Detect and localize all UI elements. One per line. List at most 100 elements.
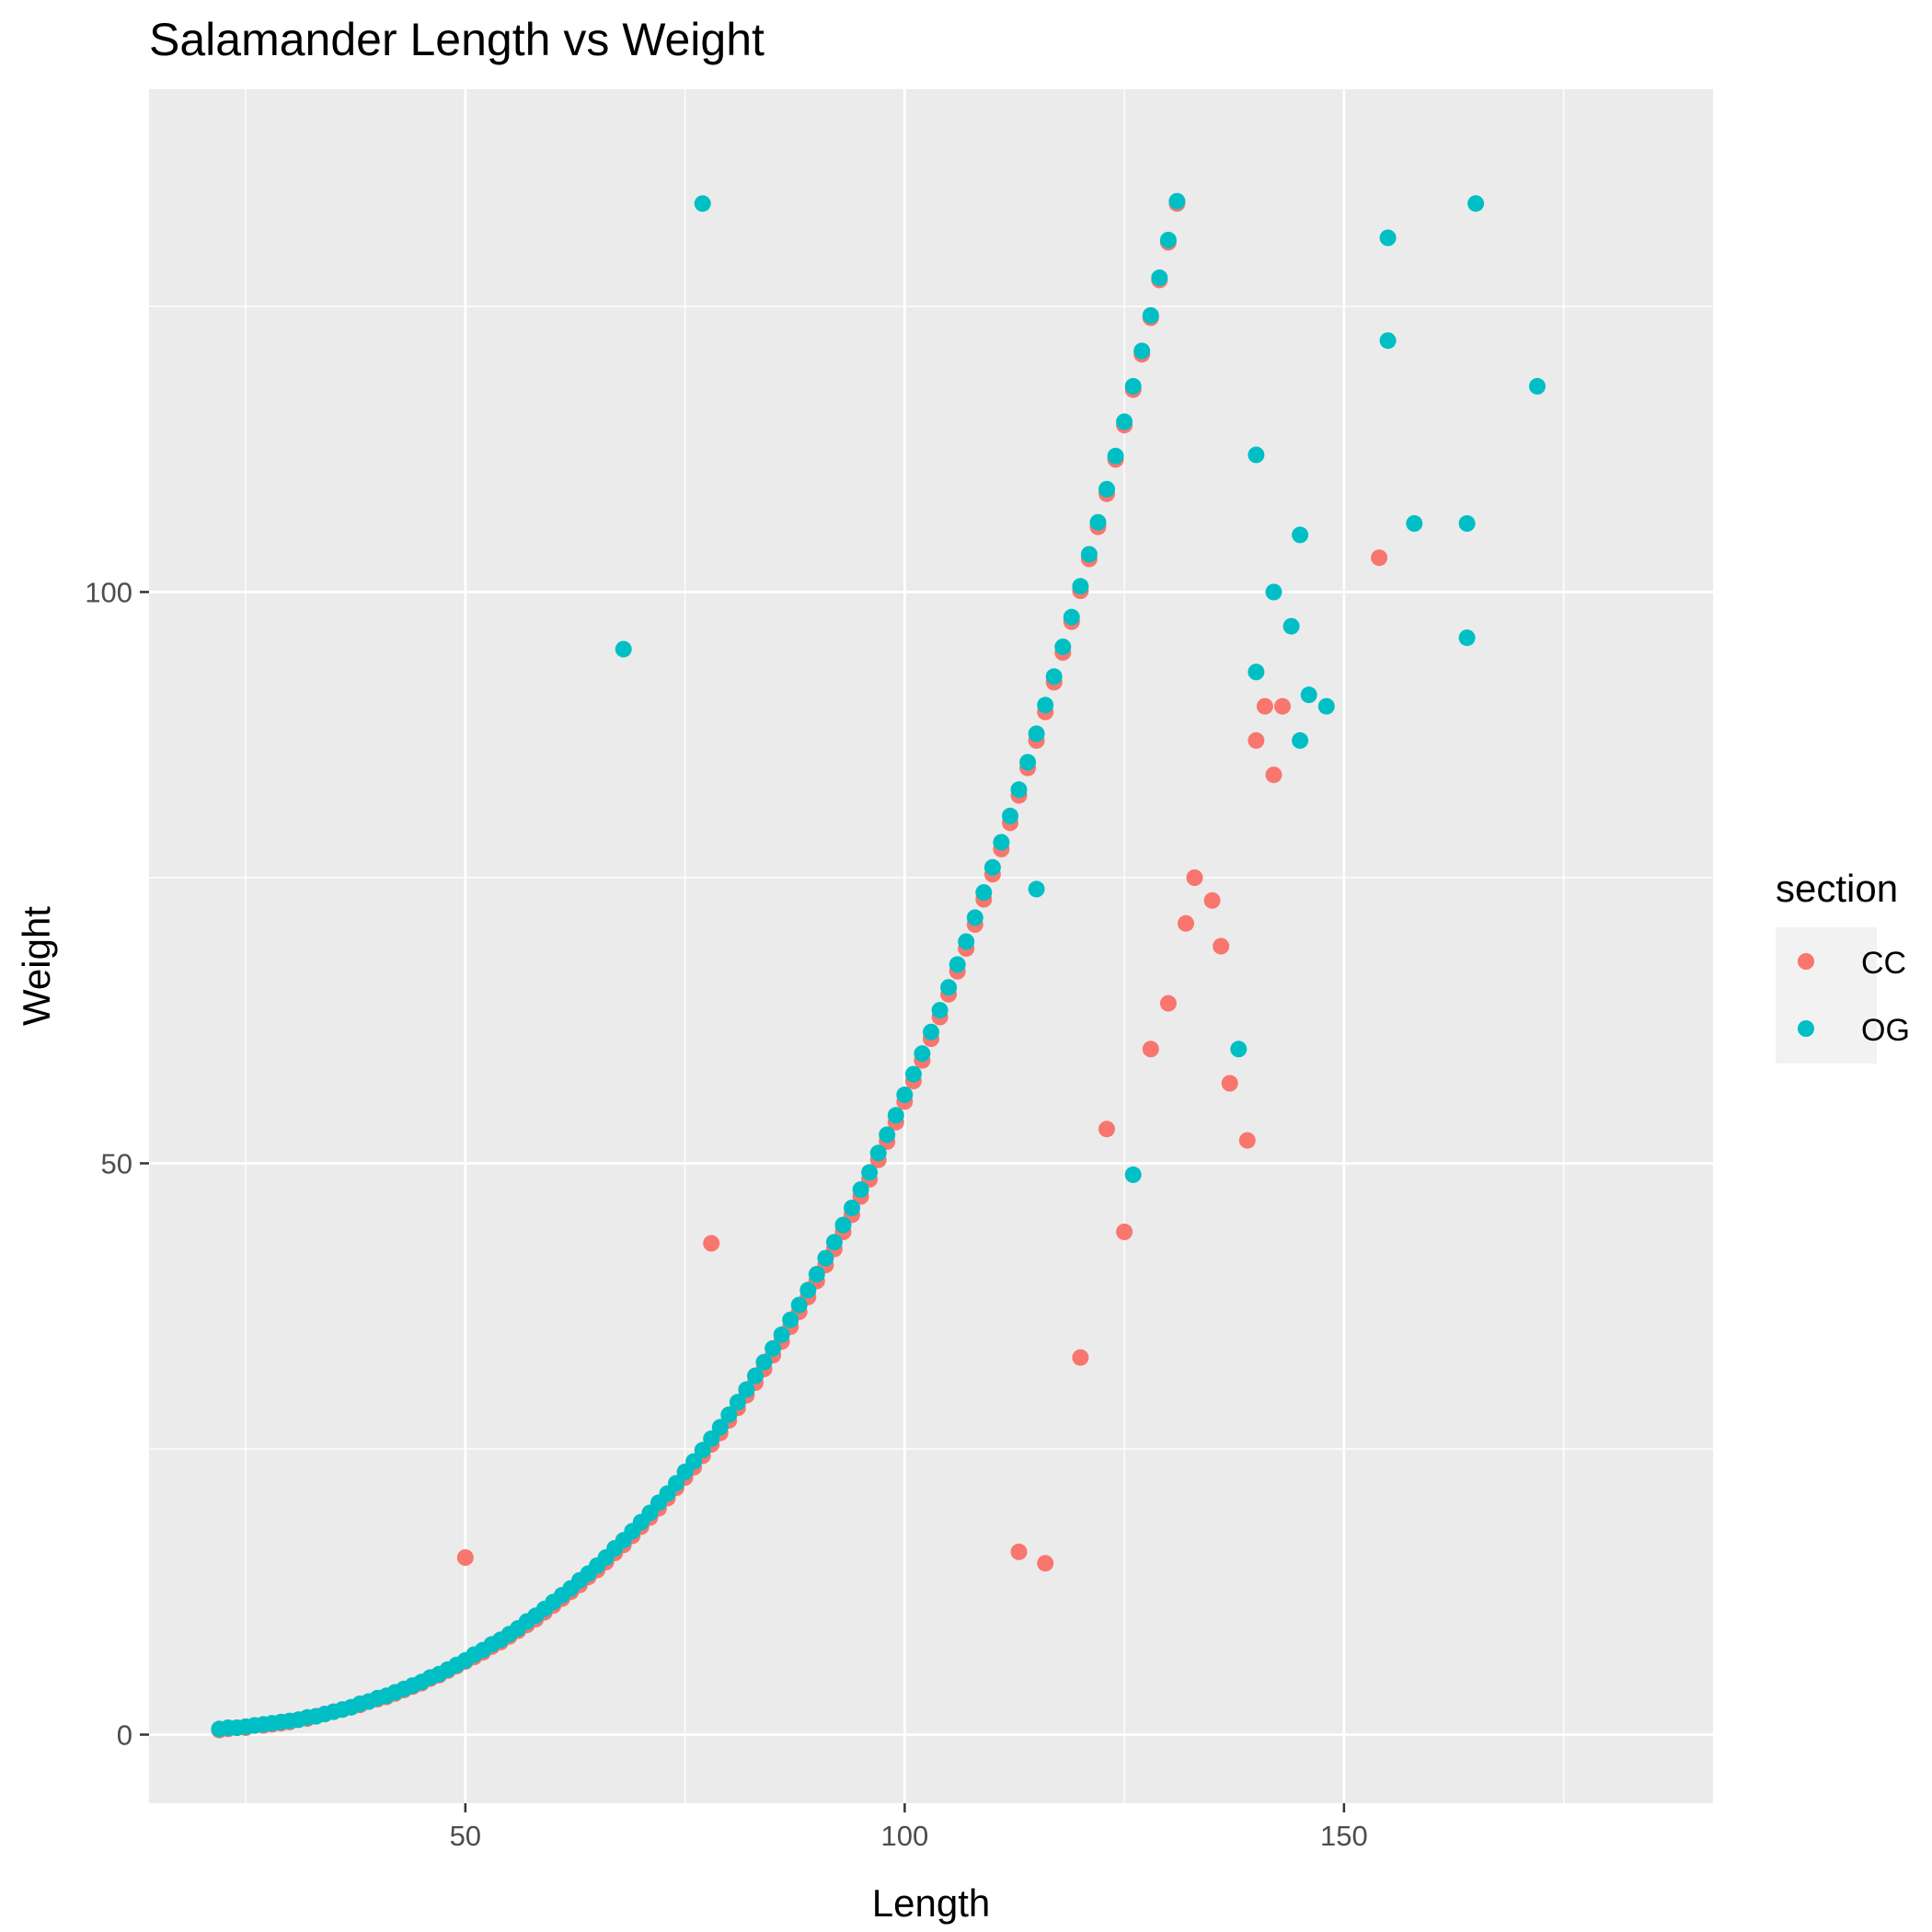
data-point-og [1151,269,1168,286]
data-point-og [1529,377,1546,395]
data-point-og [790,1296,808,1314]
data-point-og [738,1381,755,1398]
data-point-og [825,1234,843,1251]
data-point-og [834,1216,852,1234]
data-point-og [729,1394,746,1411]
y-tick-label: 100 [85,576,132,608]
data-point-og [879,1126,896,1144]
legend-label-cc: CC [1861,946,1906,981]
data-point-cc [1159,995,1177,1012]
data-points [211,192,1546,1739]
data-point-og [993,834,1010,851]
x-tick-label: 150 [1320,1820,1368,1852]
data-point-og [1379,229,1397,247]
data-point-og [694,1442,711,1459]
chart-title: Salamander Length vs Weight [149,14,765,65]
plot-panel [149,89,1713,1803]
data-point-cc [1371,549,1388,567]
data-point-cc [1203,891,1221,909]
data-point-og [975,884,993,902]
data-point-og [1406,515,1423,532]
data-point-og [1248,446,1265,464]
legend-key-og [1798,1020,1814,1037]
legend: section CC OG [1776,867,1910,1064]
data-point-og [1089,513,1107,531]
data-point-cc [1037,1555,1054,1572]
data-point-og [1124,377,1142,395]
data-point-og [1168,192,1186,210]
data-point-og [949,956,966,973]
data-point-og [1080,546,1098,563]
data-point-og [923,1023,939,1041]
legend-label-og: OG [1861,1013,1910,1048]
data-point-og [1379,332,1397,350]
data-point-og [914,1045,931,1063]
data-point-og [1002,807,1018,824]
data-point-og [782,1311,799,1328]
data-point-og [711,1419,729,1436]
data-point-og [844,1199,860,1216]
data-point-og [1019,753,1037,771]
x-axis: 50 100 150 [450,1803,1368,1852]
data-point-og [869,1144,887,1162]
data-point-og [1467,195,1485,213]
data-point-og [1124,1166,1142,1183]
data-point-og [773,1326,790,1343]
y-axis-title: Weight [15,906,58,1026]
data-point-cc [703,1235,720,1252]
data-point-og [1142,306,1159,324]
legend-key-cc [1798,953,1814,970]
x-tick-label: 50 [450,1820,481,1852]
data-point-og [1116,413,1133,431]
data-point-og [765,1340,782,1357]
data-point-cc [1186,869,1203,886]
data-point-cc [456,1549,474,1566]
data-point-og [1248,663,1265,681]
y-axis: 0 50 100 [85,576,149,1751]
data-point-og [755,1353,773,1371]
data-point-og [931,1002,949,1019]
data-point-cc [1256,697,1273,715]
data-point-og [940,979,958,996]
data-point-cc [1274,697,1291,715]
data-point-cc [1010,1543,1028,1560]
y-tick-label: 0 [117,1719,132,1751]
data-point-og [1230,1041,1248,1058]
data-point-og [1265,583,1282,601]
x-tick-label: 100 [880,1820,928,1852]
data-point-og [668,1475,684,1492]
data-point-og [1133,342,1151,360]
data-point-og [1292,526,1309,544]
data-point-og [1458,629,1476,647]
data-point-og [896,1087,914,1103]
data-point-og [799,1282,817,1299]
data-point-og [1159,231,1177,248]
data-point-cc [1221,1075,1238,1092]
data-point-cc [1072,1349,1089,1366]
data-point-cc [1238,1132,1256,1149]
data-point-og [887,1107,904,1124]
y-tick-label: 50 [101,1147,132,1179]
data-point-og [1045,668,1063,685]
data-point-og [1063,608,1080,626]
legend-title: section [1776,867,1898,910]
data-point-og [1010,781,1028,799]
data-point-og [958,933,975,950]
data-point-og [861,1164,879,1181]
data-point-og [720,1406,738,1423]
major-gridlines [149,89,1713,1803]
data-point-cc [1265,766,1282,784]
data-point-og [983,858,1001,876]
data-point-cc [1116,1224,1133,1240]
data-point-og [1037,696,1054,714]
data-point-og [966,909,983,926]
data-point-og [1028,725,1045,742]
data-point-og [1282,617,1300,635]
minor-gridlines [149,89,1713,1803]
data-point-og [817,1249,834,1267]
data-point-cc [1248,731,1265,749]
data-point-og [694,195,711,213]
data-point-og [1098,480,1115,498]
data-point-cc [1178,914,1194,932]
